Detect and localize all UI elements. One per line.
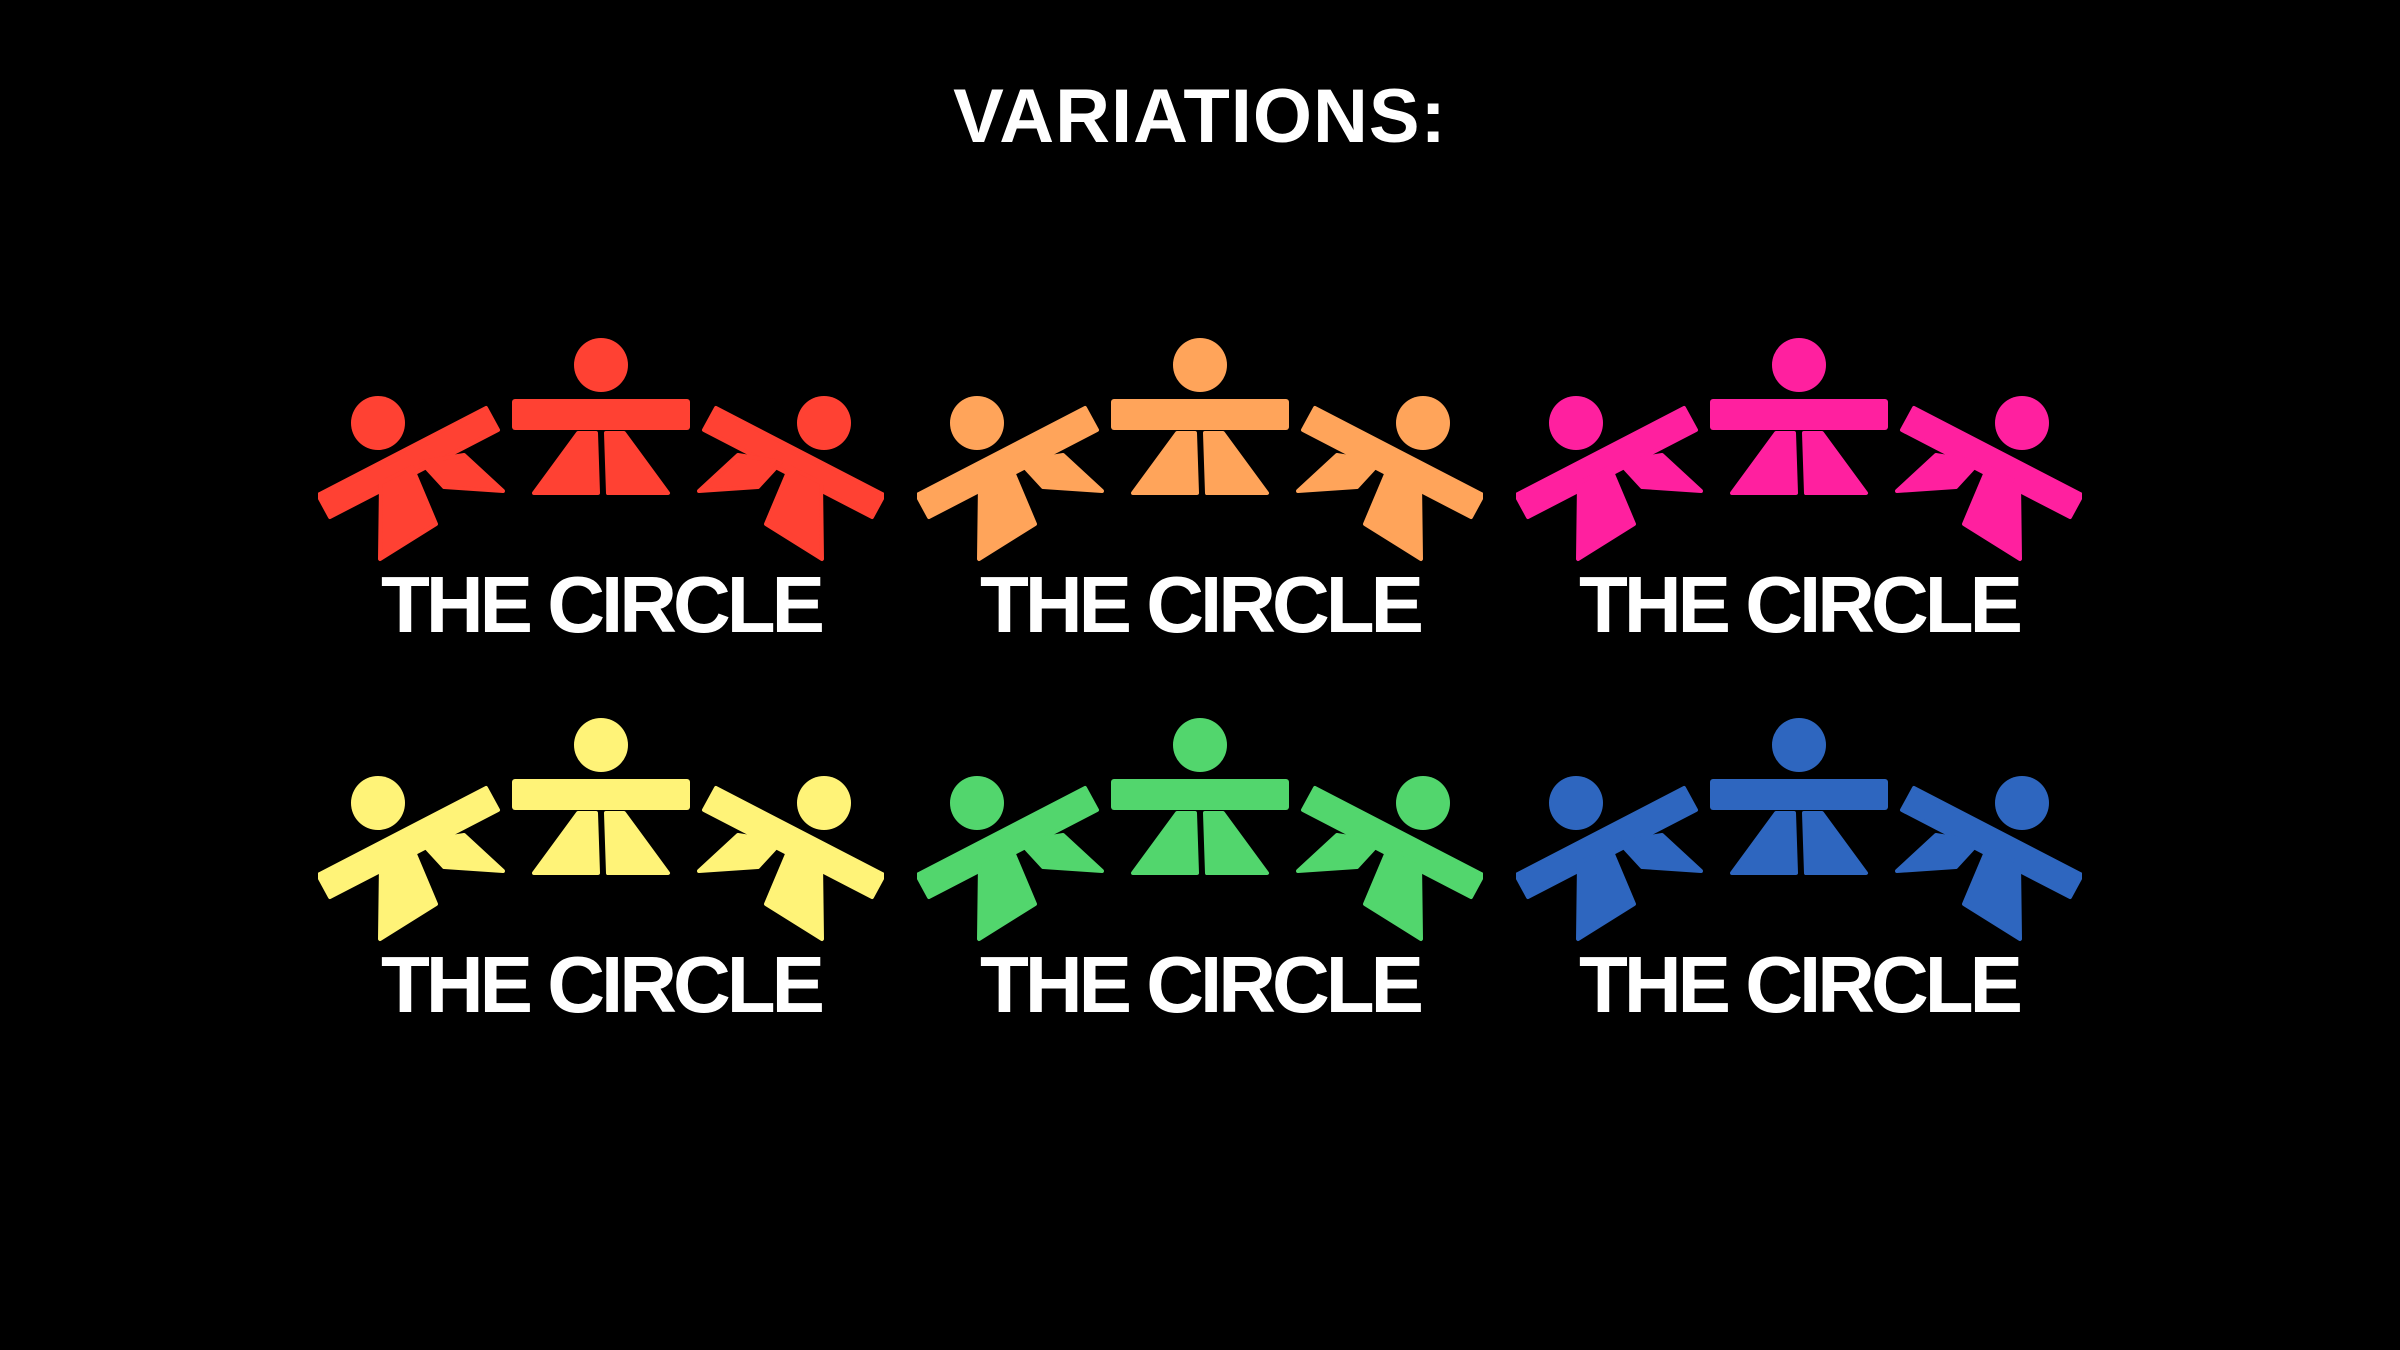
- logo-wordmark: THE CIRCLE: [1579, 560, 2023, 649]
- logo-wordmark: THE CIRCLE: [1579, 940, 2023, 1029]
- three-figures-icon: [917, 718, 1483, 941]
- center-figure: [1111, 338, 1289, 495]
- logo-wordmark: THE CIRCLE: [980, 940, 1424, 1029]
- left-figure: [1516, 776, 1703, 941]
- three-figures-icon: [1516, 718, 2082, 941]
- logo-wordmark: THE CIRCLE: [381, 560, 825, 649]
- center-figure: [512, 718, 690, 875]
- center-figure: [512, 338, 690, 495]
- logo-variation-pink: THE CIRCLE: [1516, 335, 2082, 655]
- logo-wordmark: THE CIRCLE: [381, 940, 825, 1029]
- logo-wordmark: THE CIRCLE: [980, 560, 1424, 649]
- three-figures-icon: [318, 338, 884, 561]
- logo-variation-green: THE CIRCLE: [917, 715, 1483, 1035]
- center-figure: [1111, 718, 1289, 875]
- left-figure: [917, 776, 1104, 941]
- left-figure: [1516, 396, 1703, 561]
- three-figures-icon: [318, 718, 884, 941]
- logo-variation-red: THE CIRCLE: [318, 335, 884, 655]
- slide-title: VARIATIONS:: [953, 74, 1447, 159]
- right-figure: [1895, 396, 2082, 561]
- logo-variation-orange: THE CIRCLE: [917, 335, 1483, 655]
- logo-variation-blue: THE CIRCLE: [1516, 715, 2082, 1035]
- left-figure: [917, 396, 1104, 561]
- left-figure: [318, 776, 505, 941]
- center-figure: [1710, 718, 1888, 875]
- logo-variation-yellow: THE CIRCLE: [318, 715, 884, 1035]
- left-figure: [318, 396, 505, 561]
- three-figures-icon: [1516, 338, 2082, 561]
- right-figure: [1296, 776, 1483, 941]
- right-figure: [1296, 396, 1483, 561]
- right-figure: [697, 396, 884, 561]
- right-figure: [697, 776, 884, 941]
- center-figure: [1710, 338, 1888, 495]
- right-figure: [1895, 776, 2082, 941]
- three-figures-icon: [917, 338, 1483, 561]
